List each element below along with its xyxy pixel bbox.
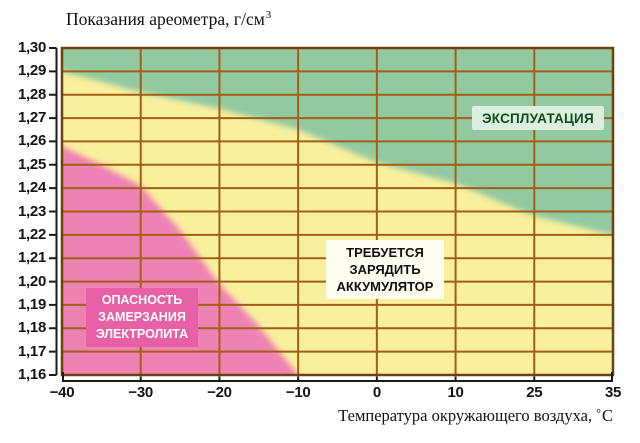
zone-label-charge-required: ТРЕБУЕТСЯ ЗАРЯДИТЬ АККУМУЛЯТОР: [326, 240, 444, 299]
y-tick-label: 1,24: [18, 179, 46, 197]
zone-label-freezing-danger-line3: ЭЛЕКТРОЛИТА: [95, 327, 189, 341]
zone-label-freezing-danger: ОПАСНОСТЬ ЗАМЕРЗАНИЯ ЭЛЕКТРОЛИТА: [86, 288, 198, 347]
zone-label-charge-required-line1: ТРЕБУЕТСЯ: [346, 245, 424, 260]
x-tick-label: 25: [526, 384, 543, 401]
zone-label-charge-required-line3: АККУМУЛЯТОР: [336, 279, 434, 294]
chart-title: Показания ареометра, г/см3: [66, 9, 271, 30]
x-axis-title: Температура окружающего воздуха, °С: [338, 406, 613, 426]
y-tick-label: 1,16: [18, 366, 46, 383]
y-tick-label: 1,23: [18, 202, 46, 220]
y-tick-label: 1,18: [18, 319, 46, 337]
x-tick-label: −30: [128, 384, 153, 401]
x-tick-label: 10: [447, 384, 464, 401]
x-tick-label: −10: [285, 384, 311, 401]
x-axis-degree-sign: °: [596, 406, 601, 420]
x-tick-label: 0: [372, 384, 381, 401]
y-tick-label: 1,20: [18, 272, 46, 290]
y-tick-label: 1,30: [18, 39, 46, 56]
y-tick-label: 1,21: [18, 249, 46, 267]
y-tick-label: 1,28: [18, 85, 46, 103]
y-tick-label: 1,22: [18, 225, 46, 243]
y-tick-label: 1,27: [18, 109, 46, 127]
x-axis-unit: С: [601, 406, 613, 425]
zone-label-operation: ЭКСПЛУАТАЦИЯ: [472, 106, 604, 130]
chart-title-superscript: 3: [265, 9, 272, 21]
x-tick-label: −40: [49, 384, 75, 401]
chart-title-text: Показания ареометра, г/см: [66, 9, 265, 29]
zone-label-freezing-danger-line1: ОПАСНОСТЬ: [101, 293, 183, 307]
y-tick-label: 1,19: [18, 295, 46, 313]
y-tick-label: 1,26: [18, 132, 46, 150]
y-tick-label: 1,25: [18, 155, 46, 173]
y-tick-label: 1,29: [18, 62, 46, 80]
zone-label-operation-text: ЭКСПЛУАТАЦИЯ: [482, 111, 594, 126]
y-tick-label: 1,17: [18, 342, 46, 360]
x-tick-label: 35: [604, 384, 622, 401]
x-tick-label: −20: [207, 384, 232, 401]
zone-label-charge-required-line2: ЗАРЯДИТЬ: [349, 262, 421, 277]
zone-label-freezing-danger-line2: ЗАМЕРЗАНИЯ: [98, 310, 186, 324]
x-axis-title-text: Температура окружающего воздуха,: [338, 406, 593, 425]
